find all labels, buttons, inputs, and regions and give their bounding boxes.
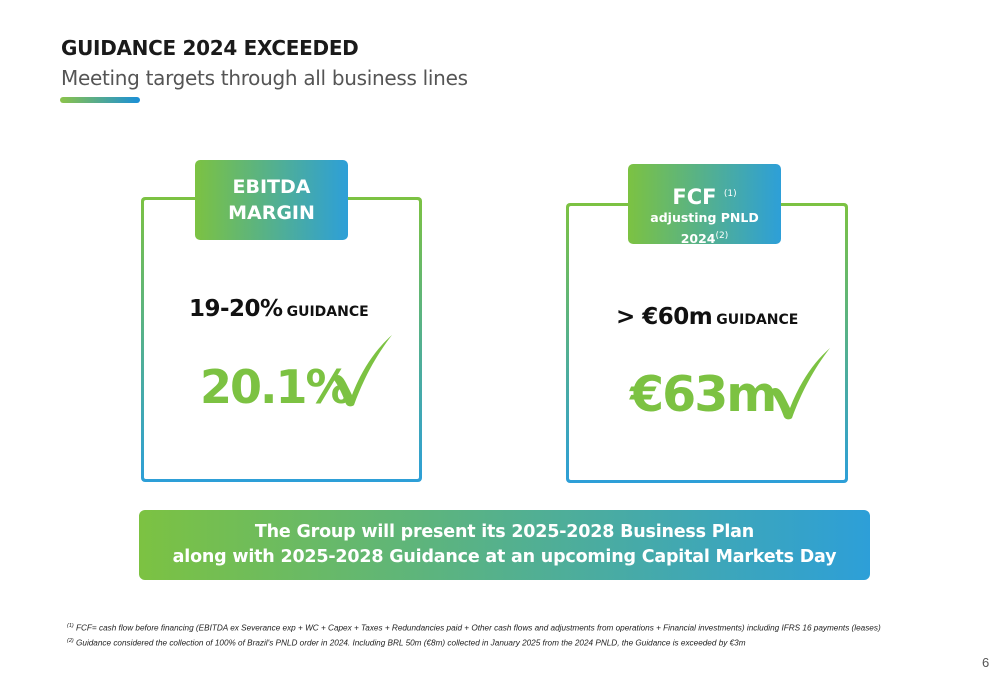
ebitda-tag: EBITDA MARGIN <box>195 160 348 240</box>
checkmark-icon <box>332 335 392 407</box>
banner-line-2: along with 2025-2028 Guidance at an upco… <box>172 547 837 567</box>
fcf-guidance-value: > €60m <box>616 304 713 330</box>
footnote-2: (2) Guidance considered the collection o… <box>67 637 746 648</box>
banner-line-1: The Group will present its 2025-2028 Bus… <box>254 522 755 542</box>
fcf-tag-line2: adjusting PNLD 2024(2) <box>650 210 759 247</box>
fcf-tag: FCF (1) adjusting PNLD 2024(2) <box>628 164 781 246</box>
fcf-card <box>566 203 848 483</box>
fcf-result: €63m <box>630 366 777 423</box>
ebitda-tag-line1: EBITDA <box>232 176 311 198</box>
page-number: 6 <box>982 655 990 670</box>
ebitda-guidance-label: GUIDANCE <box>286 304 369 320</box>
ebitda-card-body <box>144 200 419 479</box>
ebitda-card <box>141 197 422 482</box>
page-title: GUIDANCE 2024 EXCEEDED <box>61 36 359 60</box>
fcf-footnote-ref-1: (1) <box>723 189 737 199</box>
footnotes: (1) FCF= cash flow before financing (EBI… <box>67 620 881 649</box>
fcf-footnote-ref-2: (2) <box>715 231 729 241</box>
fcf-guidance-label: GUIDANCE <box>716 312 799 328</box>
ebitda-tag-line2: MARGIN <box>228 202 315 224</box>
fcf-card-body <box>569 206 845 480</box>
fcf-guidance: > €60m GUIDANCE <box>616 304 798 330</box>
ebitda-guidance-value: 19-20% <box>189 296 283 322</box>
business-plan-banner: The Group will present its 2025-2028 Bus… <box>139 510 870 580</box>
checkmark-icon <box>770 348 830 420</box>
footnote-1: (1) FCF= cash flow before financing (EBI… <box>67 623 881 633</box>
ebitda-guidance: 19-20% GUIDANCE <box>189 296 369 322</box>
ebitda-result: 20.1% <box>200 360 352 414</box>
fcf-tag-line1: FCF (1) <box>672 185 737 209</box>
page-subtitle: Meeting targets through all business lin… <box>61 66 468 90</box>
title-accent-bar <box>60 97 140 103</box>
